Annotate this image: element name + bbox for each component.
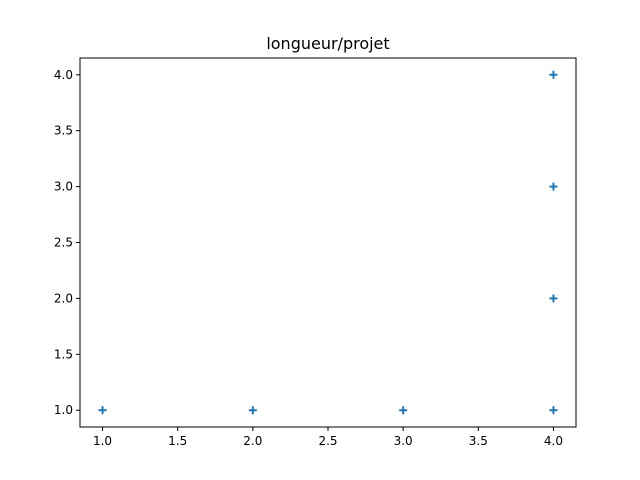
x-tick-label: 3.5	[469, 434, 488, 448]
y-tick-label: 1.5	[54, 347, 73, 361]
x-tick-label: 3.0	[394, 434, 413, 448]
x-tick-label: 2.0	[243, 434, 262, 448]
x-tick-label: 1.5	[168, 434, 187, 448]
x-tick-label: 2.5	[318, 434, 337, 448]
data-point-marker	[549, 406, 558, 415]
data-point-marker	[549, 182, 558, 191]
data-point-marker	[549, 294, 558, 303]
data-point-marker	[399, 406, 408, 415]
x-tick-label: 4.0	[544, 434, 563, 448]
data-point-marker	[549, 70, 558, 79]
y-tick-label: 4.0	[54, 68, 73, 82]
plot-area: 1.0 1.5 2.0 2.5 3.0 3.5 4.0 1.0 1.5 2.0 2.5 3.0 3.5 4…	[54, 68, 563, 448]
y-tick-label: 3.5	[54, 124, 73, 138]
y-tick-label: 3.0	[54, 180, 73, 194]
data-point-marker	[248, 406, 257, 415]
y-tick-label: 2.5	[54, 236, 73, 250]
x-tick-label: 1.0	[93, 434, 112, 448]
data-point-marker	[98, 406, 107, 415]
y-tick-label: 1.0	[54, 403, 73, 417]
chart-title: longueur/projet	[266, 34, 389, 53]
y-tick-label: 2.0	[54, 291, 73, 305]
axes-frame	[79, 57, 577, 428]
